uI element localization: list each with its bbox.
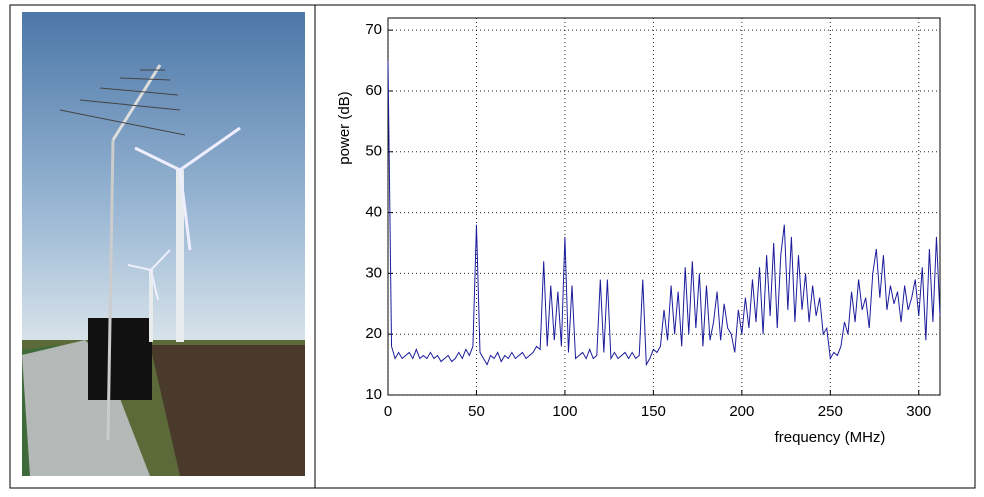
x-axis-label: frequency (MHz) bbox=[775, 429, 886, 446]
x-tick-label: 150 bbox=[641, 403, 666, 420]
x-tick-label: 50 bbox=[468, 403, 485, 420]
x-tick-label: 300 bbox=[906, 403, 931, 420]
y-tick-label: 60 bbox=[365, 82, 382, 99]
y-tick-label: 30 bbox=[365, 264, 382, 281]
y-tick-label: 70 bbox=[365, 21, 382, 38]
photo bbox=[22, 12, 305, 476]
y-tick-label: 20 bbox=[365, 325, 382, 342]
x-tick-label: 200 bbox=[729, 403, 754, 420]
data-line bbox=[387, 60, 941, 367]
x-tick-label: 0 bbox=[384, 403, 392, 420]
y-tick-label: 10 bbox=[365, 386, 382, 403]
x-tick-label: 100 bbox=[552, 403, 577, 420]
y-tick-label: 40 bbox=[365, 204, 382, 221]
y-tick-label: 50 bbox=[365, 143, 382, 160]
x-tick-label: 250 bbox=[818, 403, 843, 420]
y-axis-label: power (dB) bbox=[336, 91, 353, 164]
